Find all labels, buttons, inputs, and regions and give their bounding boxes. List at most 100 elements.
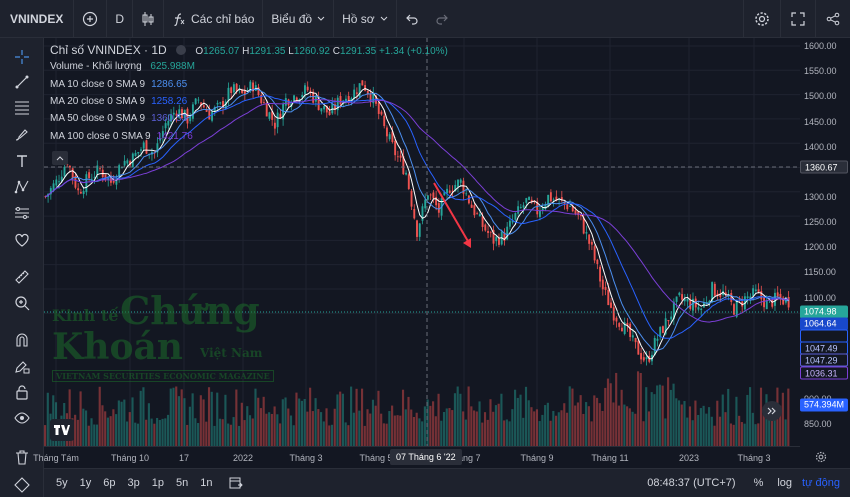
candle-body [55, 179, 58, 186]
range-3m[interactable]: 3p [127, 477, 140, 489]
chart-type-button[interactable] [133, 0, 165, 38]
candle-body [692, 298, 694, 311]
favorites-tool[interactable] [11, 229, 33, 251]
top-toolbar: VNINDEX D Các chỉ báo Biểu đồ Hồ sơ [0, 0, 850, 38]
undo-button[interactable] [397, 0, 427, 38]
auto-toggle[interactable]: tự động [802, 477, 840, 489]
ma100-legend[interactable]: MA 100 close 0 SMA 9 1421.76 [50, 131, 193, 142]
candle-body [541, 207, 544, 211]
candle-body [506, 226, 509, 240]
interval-button[interactable]: D [107, 0, 134, 38]
volume-bar [423, 406, 426, 446]
range-1d[interactable]: 1n [200, 477, 213, 489]
symbol-search[interactable]: VNINDEX [10, 11, 64, 26]
candle-body [284, 98, 287, 106]
chart-pane[interactable] [44, 38, 800, 446]
high-value: 1291.35 [249, 46, 286, 57]
volume-bar [142, 387, 145, 446]
volume-bar [694, 400, 697, 446]
candle-body [511, 219, 514, 223]
volume-bar [565, 412, 569, 446]
time-axis[interactable]: Tháng Tám Tháng 10 17 2022 Tháng 3 Tháng… [33, 446, 800, 468]
candle-body [413, 208, 416, 219]
share-button[interactable] [815, 0, 850, 38]
prediction-tool[interactable] [11, 202, 33, 224]
price-axis[interactable]: 1600.00 1550.00 1500.00 1450.00 1400.00 … [800, 38, 850, 446]
candle-body [377, 102, 380, 114]
scroll-to-realtime-button[interactable] [762, 401, 782, 421]
candle-body [519, 207, 522, 208]
candle-body [271, 111, 274, 120]
chart-menu-button[interactable]: Biểu đồ [263, 0, 335, 38]
range-5d[interactable]: 5n [176, 477, 189, 489]
candle-body [304, 85, 306, 94]
crosshair-tool[interactable] [11, 46, 33, 68]
candle-body [260, 95, 263, 104]
candle-body [448, 190, 451, 193]
range-1y[interactable]: 1y [79, 477, 92, 489]
tradingview-logo[interactable] [50, 419, 74, 441]
candle-body [681, 294, 684, 300]
volume-bar [314, 398, 317, 446]
volume-bar [768, 411, 771, 446]
log-toggle[interactable]: log [777, 477, 793, 489]
volume-legend[interactable]: Volume - Khối lượng 625.988M [50, 61, 195, 72]
date-range-button[interactable] [229, 476, 243, 490]
volume-bar [388, 411, 391, 446]
range-1m[interactable]: 1p [151, 477, 164, 489]
candle-body [719, 293, 722, 297]
indicators-button[interactable]: Các chỉ báo [164, 0, 264, 38]
ruler-tool[interactable] [11, 266, 33, 288]
text-tool[interactable] [11, 150, 33, 172]
fib-tool[interactable] [11, 96, 33, 118]
ma100-line [45, 99, 789, 323]
remove-drawings-tool[interactable] [11, 446, 33, 468]
pattern-tool[interactable] [11, 176, 33, 198]
candle-body [385, 127, 388, 137]
candle-body [323, 105, 326, 110]
last-price-label: 1074.98 [800, 305, 848, 319]
volume-bar [98, 386, 101, 446]
candle-body [640, 353, 643, 360]
volume-bar [453, 393, 457, 446]
ma50-legend[interactable]: MA 50 close 0 SMA 9 1360.53 [50, 113, 187, 124]
lock-drawings-tool[interactable] [11, 355, 33, 377]
redo-button[interactable] [427, 0, 457, 38]
double-chevron-right-icon [767, 407, 776, 415]
candle-body [530, 199, 533, 203]
volume-bar [377, 390, 380, 446]
volume-bar [639, 372, 642, 446]
axis-settings-button[interactable] [812, 448, 830, 466]
brush-tool[interactable] [11, 123, 33, 145]
legend-title[interactable]: Chỉ số VNINDEX · 1D [50, 43, 167, 57]
profile-menu-button[interactable]: Hồ sơ [334, 0, 397, 38]
settings-button[interactable] [743, 0, 780, 38]
volume-bar [729, 423, 733, 446]
collapse-legend-button[interactable] [52, 151, 68, 165]
volume-bar [153, 423, 156, 446]
volume-bar [391, 405, 394, 446]
range-6m[interactable]: 6p [103, 477, 116, 489]
ma20-legend[interactable]: MA 20 close 0 SMA 9 1258.26 [50, 96, 187, 107]
percent-toggle[interactable]: % [753, 477, 764, 489]
change-value: +1.34 (+0.10%) [378, 46, 448, 57]
ma100-price-label: 1036.31 [800, 366, 848, 380]
volume-bar [407, 396, 410, 446]
volume-bar [718, 416, 722, 446]
zoom-tool[interactable] [11, 292, 33, 314]
fullscreen-button[interactable] [780, 0, 815, 38]
candle-body [186, 108, 189, 124]
magnet-tool[interactable] [11, 329, 33, 351]
volume-bar [79, 391, 82, 446]
range-5y[interactable]: 5y [56, 477, 68, 489]
visibility-tool[interactable] [11, 407, 33, 429]
volume-bar [336, 394, 339, 446]
clock[interactable]: 08:48:37 (UTC+7) [647, 477, 736, 489]
compare-button[interactable] [73, 0, 108, 38]
volume-bar [136, 423, 140, 446]
candle-body [164, 123, 167, 129]
ma10-legend[interactable]: MA 10 close 0 SMA 9 1286.65 [50, 79, 187, 90]
hide-toolbar-tool[interactable] [11, 474, 33, 496]
trendline-tool[interactable] [11, 71, 33, 93]
lock-tool[interactable] [11, 381, 33, 403]
